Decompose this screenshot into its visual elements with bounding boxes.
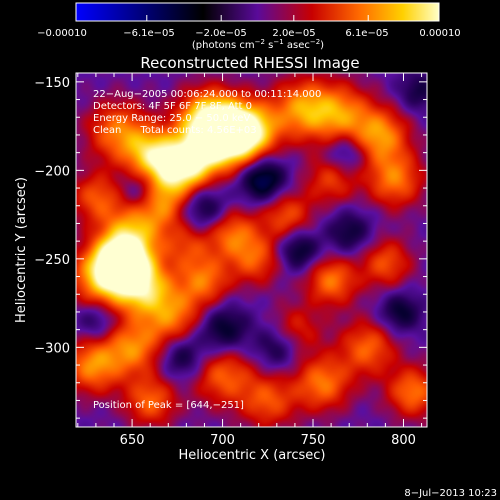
colorbar-tick-label: −2.0e−05 bbox=[195, 28, 247, 39]
y-tick-label: −250 bbox=[34, 253, 70, 268]
annotation-detectors: Detectors: 4F 5F 6F 7F 8F, Att 0 bbox=[93, 101, 252, 112]
annotation-time-range: 22−Aug−2005 00:06:24.000 to 00:11:14.000 bbox=[93, 89, 321, 100]
colorbar-tick-labels: −0.00010 −6.1e−05 −2.0e−05 2.0e−05 6.1e−… bbox=[37, 28, 461, 39]
chart-title: Reconstructed RHESSI Image bbox=[140, 54, 359, 72]
y-tick-label: −300 bbox=[34, 341, 70, 356]
x-tick-label: 800 bbox=[391, 433, 416, 448]
heatmap-image bbox=[76, 73, 427, 427]
colorbar-ticks bbox=[75, 15, 440, 21]
colorbar bbox=[75, 2, 440, 22]
colorbar-tick-label: −0.00010 bbox=[37, 28, 87, 39]
colorbar-tick-label: −6.1e−05 bbox=[123, 28, 175, 39]
annotation-peak: Position of Peak = [644,−251] bbox=[93, 400, 244, 411]
colorbar-tick-label: 2.0e−05 bbox=[272, 28, 315, 39]
y-tick-label: −200 bbox=[34, 164, 70, 179]
plot-frame bbox=[75, 72, 428, 428]
x-tick-label: 650 bbox=[120, 433, 145, 448]
annotation-energy: Energy Range: 25.0 − 50.0 keV bbox=[93, 113, 250, 124]
colorbar-tick-label: 6.1e−05 bbox=[345, 28, 388, 39]
colorbar-unit-label: (photons cm−2 s−1 asec−2) bbox=[192, 38, 324, 51]
annotation-block: 22−Aug−2005 00:06:24.000 to 00:11:14.000… bbox=[93, 89, 321, 136]
x-tick-label: 700 bbox=[210, 433, 235, 448]
x-tick-labels: 650 700 750 800 bbox=[120, 433, 416, 448]
y-tick-labels: −150 −200 −250 −300 bbox=[34, 76, 70, 357]
x-tick-label: 750 bbox=[301, 433, 326, 448]
annotation-method: Clean Total counts: 4.56E+03 bbox=[93, 125, 257, 136]
y-axis-label: Heliocentric Y (arcsec) bbox=[14, 177, 29, 323]
y-tick-label: −150 bbox=[34, 76, 70, 91]
date-stamp: 8−Jul−2013 10:23 bbox=[404, 488, 497, 499]
colorbar-tick-label: 0.00010 bbox=[419, 28, 460, 39]
axis-ticks bbox=[76, 73, 427, 427]
x-axis-label: Heliocentric X (arcsec) bbox=[179, 448, 326, 463]
